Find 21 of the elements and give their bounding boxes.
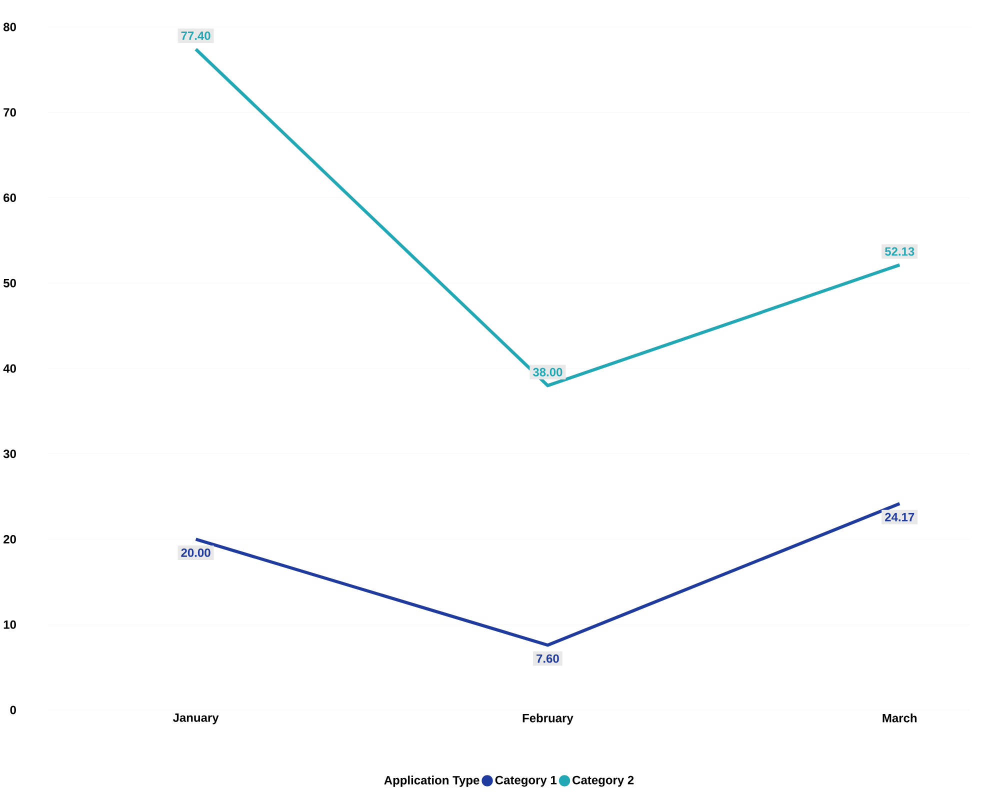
y-tick-label: 0: [10, 706, 16, 714]
x-tick-label: February: [522, 714, 574, 725]
data-label: 7.60: [536, 654, 559, 663]
y-tick-label: 60: [4, 194, 16, 202]
y-tick-label: 80: [3, 22, 16, 32]
y-tick-label: 70: [4, 108, 16, 117]
data-label: 24.17: [885, 512, 914, 522]
legend-title: Application Type: [384, 776, 480, 787]
data-label: 77.40: [181, 32, 210, 40]
y-tick-label: 10: [4, 620, 16, 629]
x-tick-label: March: [882, 714, 917, 722]
data-label: 52.13: [884, 247, 914, 256]
y-tick-label: 50: [3, 278, 16, 288]
y-tick-label: 20: [4, 535, 16, 544]
y-tick-label: 30: [3, 450, 16, 458]
data-label: 38.00: [532, 368, 562, 376]
legend-label: Category 1: [495, 776, 557, 787]
x-tick-label: January: [172, 714, 219, 724]
data-label: 20.00: [181, 548, 210, 557]
legend-label: Category 2: [572, 776, 634, 787]
y-tick-label: 40: [3, 364, 16, 373]
